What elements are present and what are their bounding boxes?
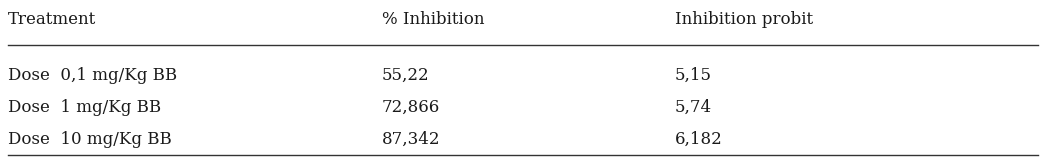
Text: 5,15: 5,15 xyxy=(675,67,711,84)
Text: 72,866: 72,866 xyxy=(382,99,440,116)
Text: Dose  0,1 mg/Kg BB: Dose 0,1 mg/Kg BB xyxy=(8,67,178,84)
Text: 87,342: 87,342 xyxy=(382,131,440,148)
Text: Treatment: Treatment xyxy=(8,11,96,28)
Text: 5,74: 5,74 xyxy=(675,99,711,116)
Text: 55,22: 55,22 xyxy=(382,67,430,84)
Text: Dose  1 mg/Kg BB: Dose 1 mg/Kg BB xyxy=(8,99,161,116)
Text: % Inhibition: % Inhibition xyxy=(382,11,484,28)
Text: Inhibition probit: Inhibition probit xyxy=(675,11,813,28)
Text: 6,182: 6,182 xyxy=(675,131,723,148)
Text: Dose  10 mg/Kg BB: Dose 10 mg/Kg BB xyxy=(8,131,173,148)
